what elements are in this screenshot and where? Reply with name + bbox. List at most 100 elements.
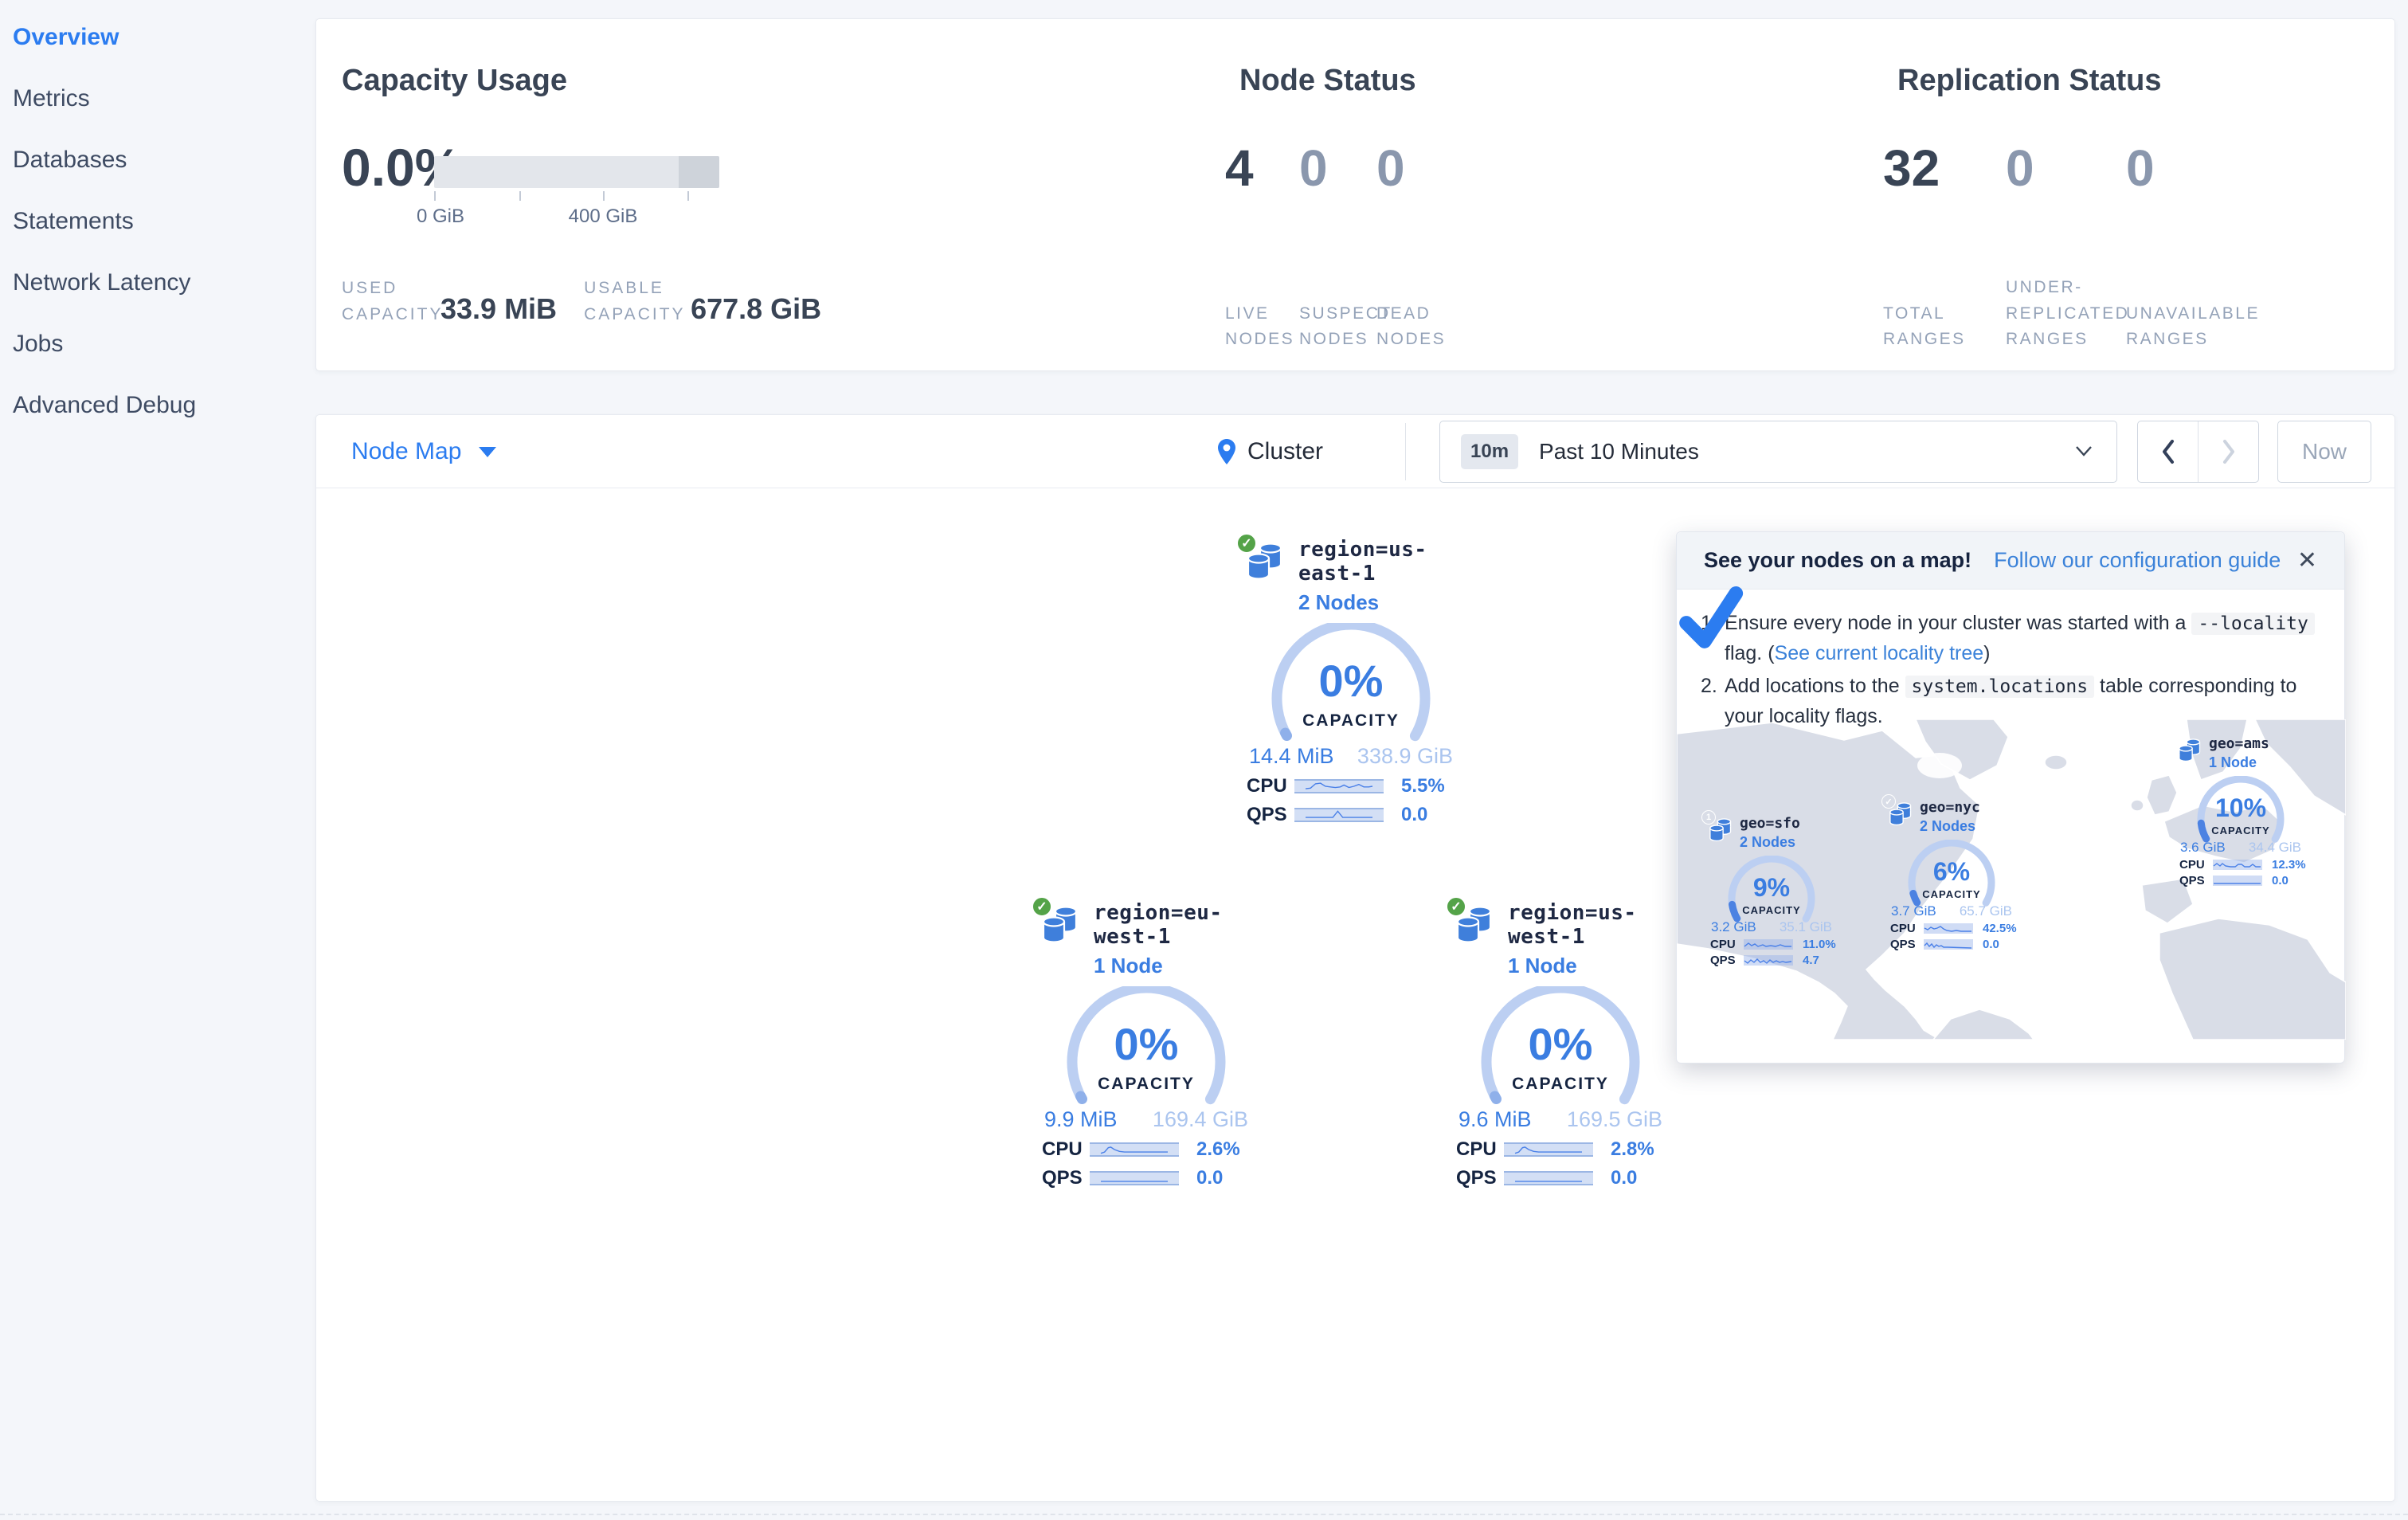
locality-nodes: 2 Nodes — [1920, 818, 1976, 834]
cpu-value: 11.0% — [1803, 938, 1836, 951]
qps-value: 0.0 — [1401, 804, 1428, 825]
time-forward-button[interactable] — [2198, 421, 2258, 482]
capacity-bar — [434, 156, 719, 188]
region-used-capacity: 9.6 MiB — [1459, 1107, 1532, 1131]
gauge-percent: 0% — [1114, 1019, 1179, 1069]
region-card-eu-west-1: ✓ region=eu-west-1 1 Node 0% CAPACITY — [1032, 896, 1258, 1189]
cpu-value: 12.3% — [2272, 858, 2306, 872]
gauge-percent: 0% — [1318, 656, 1384, 706]
node-map-setup-popup: See your nodes on a map! Follow our conf… — [1676, 531, 2346, 1064]
cpu-sparkline — [1504, 1142, 1593, 1157]
time-range-dropdown[interactable]: 10m Past 10 Minutes — [1439, 421, 2117, 483]
qps-sparkline — [1744, 955, 1793, 966]
region-nodes-link[interactable]: 1 Node — [1508, 954, 1577, 977]
gauge-percent: 0% — [1528, 1019, 1593, 1069]
cpu-value: 2.8% — [1611, 1138, 1654, 1160]
system-locations-code: system.locations — [1905, 676, 2095, 698]
cpu-label: CPU — [1042, 1138, 1083, 1160]
step-number: 2. — [1701, 675, 1717, 697]
cpu-sparkline — [1294, 779, 1384, 793]
node-status-title: Node Status — [1239, 64, 1416, 97]
locality-tree-link[interactable]: See current locality tree — [1774, 642, 1984, 664]
under-replicated-ranges-label: UNDER-REPLICATED RANGES — [2006, 278, 2130, 349]
region-total-capacity: 338.9 GiB — [1357, 744, 1453, 768]
suspect-nodes-label: SUSPECT NODES — [1299, 304, 1392, 349]
live-nodes-value: 4 — [1225, 139, 1254, 197]
suspect-nodes-value: 0 — [1299, 139, 1328, 197]
locality-geo-nyc: ✓ geo=nyc 2 Nodes — [1881, 794, 2019, 951]
map-toolbar: Node Map Cluster 10m Past 10 Minutes — [316, 415, 2394, 488]
sidebar-item-metrics[interactable]: Metrics — [13, 84, 90, 112]
region-used-capacity: 9.9 MiB — [1044, 1107, 1118, 1131]
region-nodes-link[interactable]: 1 Node — [1094, 954, 1163, 977]
time-range-label: Past 10 Minutes — [1539, 439, 1699, 464]
caret-down-icon — [479, 446, 497, 457]
cpu-sparkline — [2213, 860, 2262, 870]
gauge-capacity-label: CAPACITY — [1512, 1075, 1609, 1093]
qps-label: QPS — [1890, 938, 1916, 951]
qps-label: QPS — [1247, 804, 1287, 825]
cpu-sparkline — [1090, 1142, 1179, 1157]
now-button[interactable]: Now — [2277, 421, 2371, 483]
sidebar-item-databases[interactable]: Databases — [13, 146, 127, 173]
cpu-value: 5.5% — [1401, 775, 1445, 797]
region-locality-label: region=eu-west-1 — [1094, 901, 1223, 949]
time-back-button[interactable] — [2138, 421, 2198, 482]
qps-sparkline — [1090, 1171, 1179, 1185]
qps-value: 0.0 — [1983, 938, 1999, 951]
locality-total-capacity: 35.1 GiB — [1779, 919, 1832, 934]
qps-label: QPS — [1042, 1167, 1083, 1189]
cpu-label: CPU — [1890, 922, 1916, 935]
qps-sparkline — [2213, 876, 2262, 886]
close-icon[interactable]: ✕ — [2296, 547, 2317, 574]
qps-sparkline — [1924, 939, 1973, 950]
unavailable-ranges-label: UNAVAILABLE RANGES — [2126, 304, 2260, 349]
gauge-percent: 10% — [2214, 793, 2267, 822]
cpu-label: CPU — [1247, 775, 1287, 797]
region-nodes-link[interactable]: 2 Nodes — [1298, 590, 1380, 614]
breadcrumb[interactable]: Cluster — [1217, 415, 1323, 488]
popup-header: See your nodes on a map! Follow our conf… — [1677, 532, 2344, 590]
breadcrumb-label: Cluster — [1247, 438, 1324, 464]
capacity-usage-title: Capacity Usage — [342, 64, 568, 97]
capacity-axis-ticks — [434, 191, 719, 202]
locality-label: geo=nyc — [1920, 799, 1980, 816]
sidebar-item-advanced-debug[interactable]: Advanced Debug — [13, 391, 197, 418]
configuration-guide-link[interactable]: Follow our configuration guide — [1994, 548, 2281, 572]
replication-status-title: Replication Status — [1897, 64, 2162, 97]
qps-sparkline — [1504, 1171, 1593, 1185]
qps-label: QPS — [2179, 874, 2205, 887]
used-capacity-value: 33.9 MiB — [440, 292, 558, 326]
region-locality-label: region=us-east-1 — [1298, 538, 1427, 586]
dead-nodes-value: 0 — [1376, 139, 1405, 197]
sidebar-item-overview[interactable]: Overview — [13, 23, 119, 50]
capacity-gauge: 10% CAPACITY — [2193, 776, 2289, 843]
unavailable-ranges-value: 0 — [2126, 139, 2155, 197]
replication-status-section: Replication Status 32 TOTAL RANGES 0 UND… — [1883, 19, 2377, 370]
total-ranges-value: 32 — [1883, 139, 1940, 197]
gauge-percent: 9% — [1752, 873, 1791, 902]
sidebar-item-network-latency[interactable]: Network Latency — [13, 268, 191, 296]
used-capacity-label: USED CAPACITY — [342, 279, 444, 323]
gauge-capacity-label: CAPACITY — [2211, 825, 2270, 836]
capacity-gauge: 9% CAPACITY — [1724, 856, 1819, 923]
view-selector[interactable]: Node Map — [351, 415, 497, 488]
gauge-percent: 6% — [1932, 857, 1971, 886]
qps-value: 0.0 — [2272, 874, 2289, 887]
sidebar-item-jobs[interactable]: Jobs — [13, 330, 64, 357]
total-ranges-label: TOTAL RANGES — [1883, 304, 1966, 349]
capacity-gauge: 0% CAPACITY — [1473, 986, 1648, 1106]
sidebar-item-statements[interactable]: Statements — [13, 207, 134, 234]
locality-nodes: 1 Node — [2209, 754, 2257, 770]
locality-total-capacity: 65.7 GiB — [1959, 903, 2012, 919]
chevron-right-icon — [2222, 440, 2234, 464]
sidebar: Overview Metrics Databases Statements Ne… — [0, 0, 315, 1520]
chevron-left-icon — [2162, 440, 2174, 464]
healthy-check-icon: ✓ — [1881, 794, 1896, 809]
gauge-capacity-label: CAPACITY — [1922, 888, 1981, 900]
cpu-sparkline — [1924, 923, 1973, 934]
qps-value: 4.7 — [1803, 954, 1819, 967]
region-used-capacity: 14.4 MiB — [1249, 744, 1334, 768]
qps-sparkline — [1294, 808, 1384, 822]
gauge-capacity-label: CAPACITY — [1302, 711, 1400, 730]
